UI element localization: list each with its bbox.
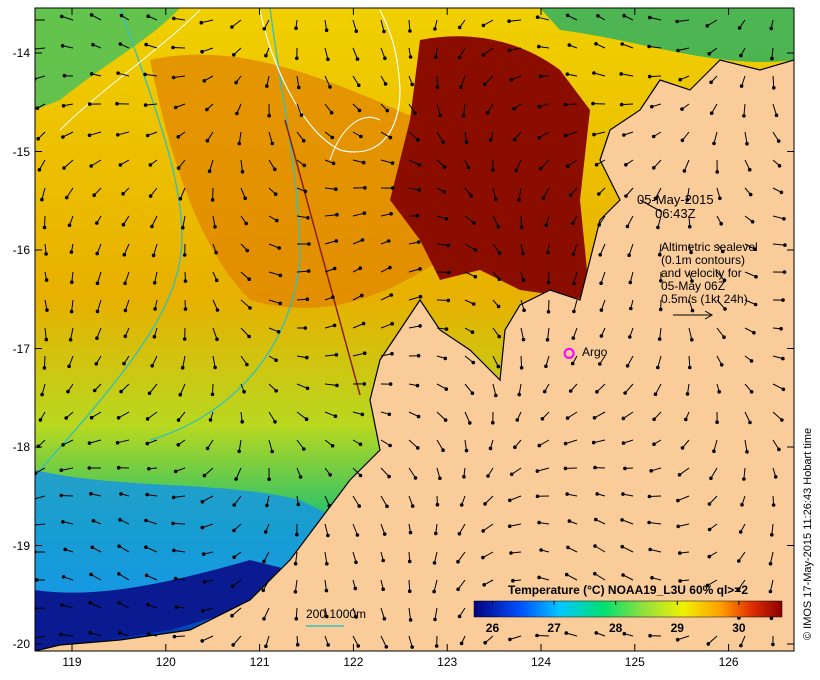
map-frame bbox=[34, 7, 795, 652]
legend-line: and velocity for bbox=[661, 266, 742, 280]
lon-tick-label: 123 bbox=[437, 655, 458, 669]
argo-label: Argo bbox=[582, 345, 608, 359]
credit-text: © IMOS 17-May-2015 11:26:43 Hobart time bbox=[802, 427, 814, 640]
lon-tick-label: 121 bbox=[249, 655, 270, 669]
ocean-blue-region bbox=[35, 470, 340, 630]
axis-ticks bbox=[35, 8, 794, 651]
lon-tick-label: 120 bbox=[155, 655, 176, 669]
lat-tick-label: -16 bbox=[12, 243, 30, 257]
colorbar-tick-label: 27 bbox=[547, 621, 561, 635]
velocity-vectors bbox=[35, 13, 787, 649]
lon-tick-label: 119 bbox=[62, 655, 82, 669]
colorbar-tick-label: 30 bbox=[732, 621, 746, 635]
lat-tick-label: -18 bbox=[12, 440, 30, 454]
colorbar bbox=[473, 600, 783, 618]
velocity-legend: Altimetric sealevel (0.1m contours) and … bbox=[661, 241, 758, 306]
colorbar-ticks bbox=[491, 601, 740, 605]
velocity-legend-arrow bbox=[673, 310, 714, 320]
lon-tick-label: 125 bbox=[624, 655, 645, 669]
sealevel-contour bbox=[59, 9, 201, 131]
lat-tick-label: -14 bbox=[12, 46, 30, 60]
legend-line: (0.1m contours) bbox=[661, 253, 746, 267]
legend-line: 05-May 06Z bbox=[661, 279, 726, 293]
ocean-cool-patch-nw bbox=[35, 8, 180, 110]
lon-tick-label: 124 bbox=[530, 655, 552, 669]
lon-tick-label: 126 bbox=[718, 655, 739, 669]
date-text: 05-May-2015 bbox=[637, 192, 714, 207]
sealevel-contour bbox=[329, 116, 381, 161]
timestamp-annotation: 05-May-2015 06:43Z bbox=[637, 193, 714, 221]
ocean-warm-region bbox=[390, 36, 590, 300]
date-pointer-line bbox=[639, 199, 663, 213]
coastline bbox=[35, 59, 794, 651]
colorbar-tick-label: 26 bbox=[485, 621, 500, 635]
ocean-deep-blue-region bbox=[35, 560, 290, 651]
lat-tick-label: -15 bbox=[12, 144, 30, 159]
bathymetry-scale-label: 200 1000m bbox=[306, 607, 367, 621]
sealevel-contour bbox=[259, 9, 401, 153]
satellite-track bbox=[284, 119, 361, 396]
colorbar-tick-label: 28 bbox=[608, 621, 623, 635]
colorbar-title: Temperature (°C) NOAA19_L3U 60% ql>=2 bbox=[508, 583, 748, 597]
ocean-cool-patch-ne bbox=[540, 8, 794, 63]
bathymetry-contour-1000m bbox=[149, 8, 301, 441]
colorbar-tick-label: 29 bbox=[670, 621, 684, 635]
lat-tick-label: -17 bbox=[12, 341, 30, 356]
argo-marker bbox=[563, 347, 575, 359]
time-text: 06:43Z bbox=[655, 206, 696, 221]
legend-line: Altimetric sealevel bbox=[661, 240, 758, 254]
lon-tick-label: 122 bbox=[343, 655, 364, 669]
legend-line: 0.5m/s (1kt 24h) bbox=[661, 292, 748, 306]
lat-tick-label: -20 bbox=[12, 637, 30, 651]
lat-tick-label: -19 bbox=[12, 538, 30, 553]
